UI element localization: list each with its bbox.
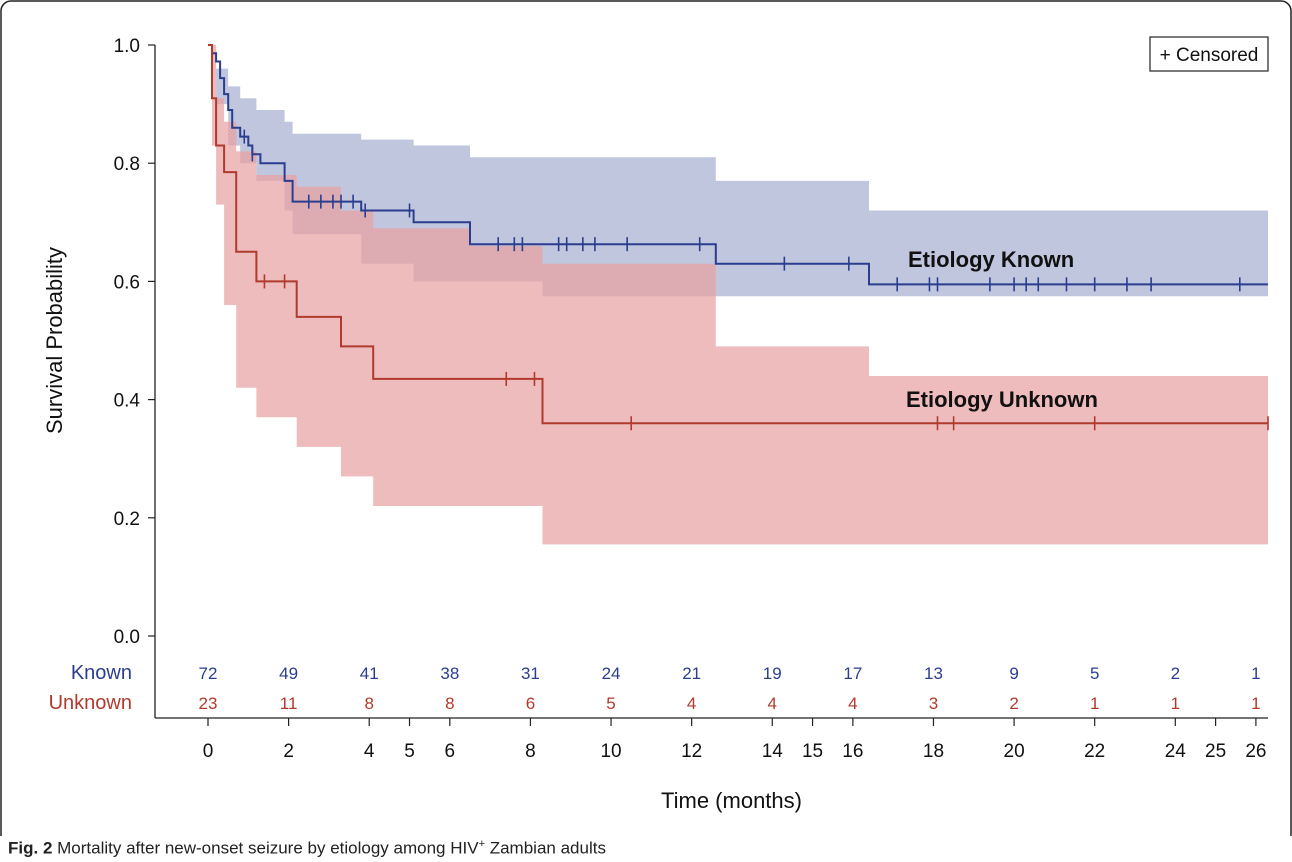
legend-censored: + Censored (1160, 45, 1259, 66)
x-tick-label: 18 (923, 741, 944, 762)
at-risk-count: 24 (602, 664, 621, 683)
x-tick-label: 14 (762, 741, 784, 762)
at-risk-count: 5 (1090, 664, 1099, 683)
x-tick-label: 25 (1205, 741, 1226, 762)
chart-labels: Etiology Known Etiology Unknown + Censored (906, 36, 1269, 412)
ci-band-known (208, 45, 1268, 297)
caption-text: Mortality after new-onset seizure by eti… (57, 838, 479, 858)
caption-sup: + (478, 838, 485, 850)
at-risk-count: 72 (199, 664, 218, 683)
at-risk-count: 8 (364, 694, 373, 713)
at-risk-count: 9 (1009, 664, 1018, 683)
x-tick-label: 16 (842, 741, 863, 762)
label-etiology-unknown: Etiology Unknown (906, 387, 1098, 412)
at-risk-count: 19 (763, 664, 782, 683)
x-tick-label: 12 (681, 741, 702, 762)
at-risk-row-label-unknown: Unknown (49, 692, 132, 714)
at-risk-count: 1 (1251, 664, 1260, 683)
x-tick-label: 22 (1084, 741, 1105, 762)
at-risk-count: 6 (526, 694, 535, 713)
at-risk-count: 38 (440, 664, 459, 683)
at-risk-count: 13 (924, 664, 943, 683)
confidence-bands (208, 45, 1268, 545)
at-risk-count: 41 (360, 664, 379, 683)
at-risk-count: 1 (1251, 694, 1260, 713)
x-tick-label: 2 (283, 741, 294, 762)
label-etiology-known: Etiology Known (908, 247, 1074, 272)
at-risk-count: 5 (606, 694, 615, 713)
ci-band-unknown (208, 45, 1268, 545)
figure-caption: Fig. 2 Mortality after new-onset seizure… (8, 838, 606, 859)
x-axis-title: Time (months) (661, 788, 802, 813)
at-risk-count: 2 (1009, 694, 1018, 713)
at-risk-count: 2 (1171, 664, 1180, 683)
at-risk-count: 1 (1171, 694, 1180, 713)
y-tick-label: 0.4 (114, 391, 141, 412)
at-risk-count: 4 (848, 694, 857, 713)
at-risk-count: 21 (682, 664, 701, 683)
at-risk-count: 3 (929, 694, 938, 713)
at-risk-count: 11 (280, 694, 298, 713)
at-risk-count: 4 (768, 694, 777, 713)
x-tick-label: 20 (1004, 741, 1025, 762)
at-risk-count: 8 (445, 694, 454, 713)
at-risk-count: 17 (843, 664, 862, 683)
censor-marks (243, 129, 1269, 431)
axes: 0.00.20.40.60.81.00 2 4 5 6 8 10 12 14 15 16 18 20 22… (42, 36, 1268, 813)
y-tick-label: 0.6 (114, 272, 140, 293)
at-risk-count: 4 (687, 694, 696, 713)
y-tick-label: 0.8 (114, 154, 140, 175)
y-tick-label: 0.0 (114, 627, 140, 648)
y-tick-label: 0.2 (114, 509, 140, 530)
x-tick-label: 24 (1165, 741, 1187, 762)
y-axis-title: Survival Probability (42, 247, 67, 434)
x-tick-label: 4 (364, 741, 375, 762)
at-risk-count: 49 (279, 664, 298, 683)
at-risk-row-label-known: Known (71, 662, 132, 684)
x-tick-label: 6 (445, 741, 456, 762)
x-tick-label: 0 (203, 741, 214, 762)
survival-line-unknown (208, 44, 1268, 425)
y-tick-label: 1.0 (114, 36, 140, 57)
x-tick-label: 26 (1245, 741, 1266, 762)
x-tick-label: 8 (525, 741, 536, 762)
at-risk-count: 31 (521, 664, 540, 683)
x-tick-label: 5 (404, 741, 415, 762)
x-tick-label: 15 (802, 741, 823, 762)
legend-box (1149, 36, 1269, 72)
caption-prefix: Fig. 2 (8, 838, 53, 858)
at-risk-count: 1 (1090, 694, 1099, 713)
caption-suffix: Zambian adults (485, 838, 606, 858)
at-risk-count: 23 (199, 694, 218, 713)
x-tick-label: 10 (600, 741, 621, 762)
